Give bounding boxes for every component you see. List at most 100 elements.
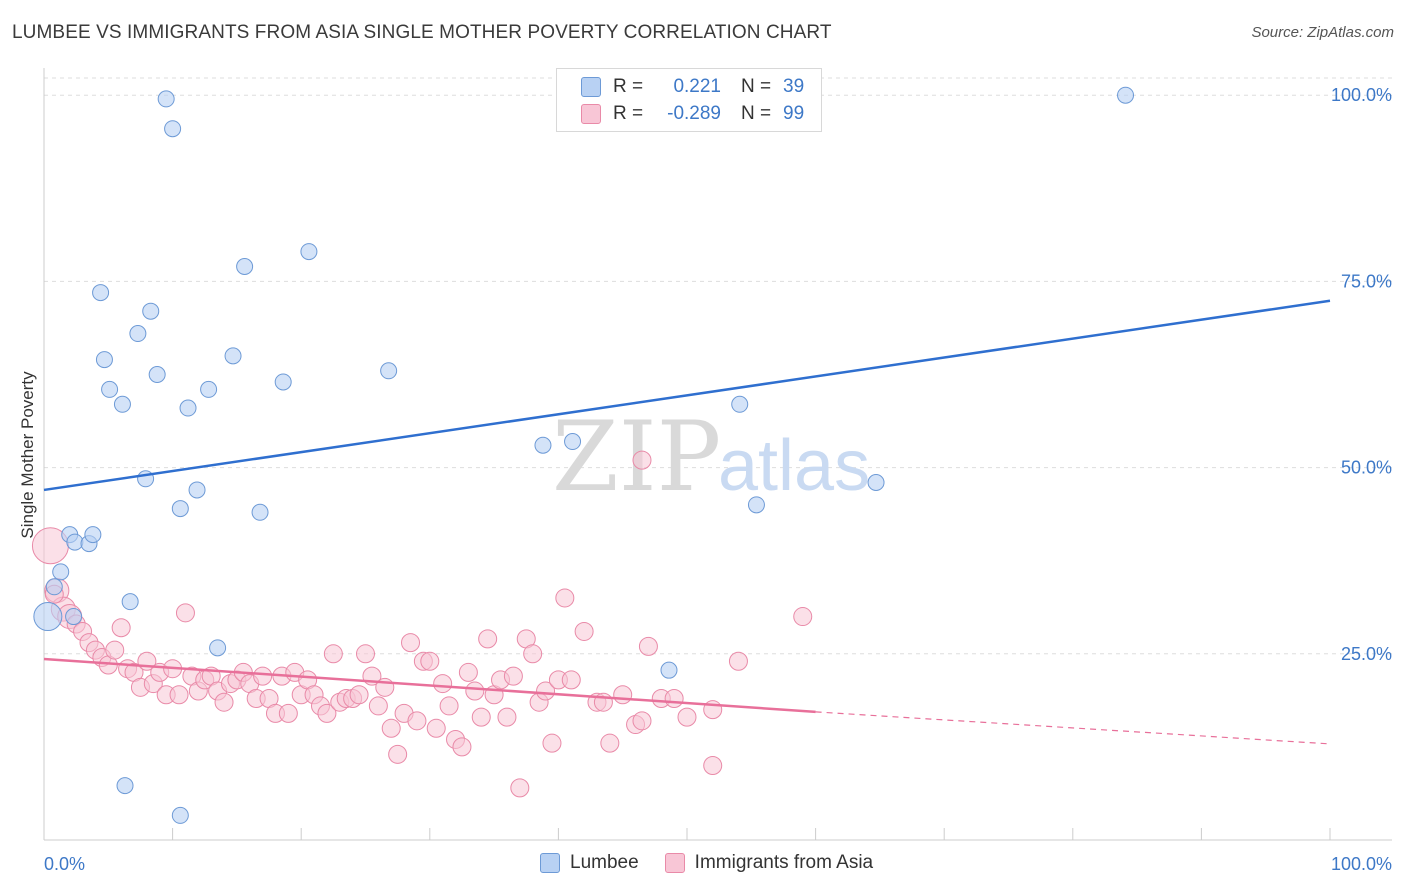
data-point-asia bbox=[214, 692, 234, 712]
data-point-asia bbox=[323, 644, 343, 664]
r-value: -0.289 bbox=[667, 103, 721, 124]
data-point-lumbee bbox=[867, 473, 885, 491]
axes bbox=[43, 68, 1392, 841]
data-point-asia bbox=[510, 778, 530, 798]
data-point-asia bbox=[401, 633, 421, 653]
x-tick-label: 0.0% bbox=[44, 854, 85, 874]
data-point-asia bbox=[278, 703, 298, 723]
data-point-asia bbox=[433, 674, 453, 694]
data-point-asia bbox=[536, 681, 556, 701]
data-point-asia bbox=[253, 666, 273, 686]
y-tick-label: 50.0% bbox=[1341, 458, 1392, 478]
data-point-asia bbox=[420, 651, 440, 671]
legend-item-lumbee[interactable]: Lumbee bbox=[540, 852, 639, 874]
data-point-asia bbox=[600, 733, 620, 753]
n-value: 39 bbox=[783, 76, 805, 97]
data-point-asia bbox=[478, 629, 498, 649]
data-point-asia bbox=[465, 681, 485, 701]
lumbee-swatch bbox=[540, 853, 560, 873]
data-point-asia bbox=[728, 651, 748, 671]
r-value: 0.221 bbox=[673, 76, 721, 97]
tick-labels: 25.0% 50.0% 75.0% 100.0% 0.0% 100.0% bbox=[44, 85, 1392, 874]
legend-item-asia[interactable]: Immigrants from Asia bbox=[664, 852, 874, 874]
data-point-lumbee bbox=[164, 120, 182, 138]
data-point-asia bbox=[703, 756, 723, 776]
data-point-asia bbox=[574, 621, 594, 641]
data-point-lumbee bbox=[171, 806, 189, 824]
y-tick-label: 100.0% bbox=[1331, 85, 1392, 105]
data-point-lumbee bbox=[236, 258, 254, 276]
n-label: N = bbox=[741, 76, 772, 97]
data-point-asia bbox=[407, 711, 427, 731]
asia-swatch bbox=[664, 853, 685, 873]
data-point-lumbee bbox=[564, 433, 582, 451]
data-point-asia bbox=[349, 685, 369, 705]
data-point-asia bbox=[388, 744, 408, 764]
data-point-asia bbox=[561, 670, 581, 690]
y-tick-label: 75.0% bbox=[1341, 271, 1392, 291]
data-point-asia bbox=[523, 644, 543, 664]
data-point-lumbee bbox=[148, 366, 166, 383]
data-point-lumbee bbox=[179, 399, 197, 417]
data-point-asia bbox=[381, 718, 401, 738]
r-label: R = bbox=[613, 103, 644, 124]
legend-row-lumbee: R = 0.221 N = 39 bbox=[581, 75, 804, 99]
data-point-asia bbox=[555, 588, 575, 608]
data-point-lumbee bbox=[45, 578, 63, 596]
series-lumbee bbox=[33, 86, 1135, 824]
data-point-lumbee bbox=[251, 503, 269, 521]
stats-legend: R = 0.221 N = 39 R = -0.289 N = 99 bbox=[556, 68, 822, 132]
data-point-asia bbox=[356, 644, 375, 664]
data-point-lumbee bbox=[33, 602, 63, 632]
lumbee-swatch bbox=[581, 77, 601, 97]
data-point-lumbee bbox=[121, 593, 139, 611]
data-point-asia bbox=[439, 696, 459, 716]
data-point-asia bbox=[175, 603, 195, 623]
data-point-asia bbox=[497, 707, 517, 727]
data-point-lumbee bbox=[300, 243, 318, 261]
trend-line-asia bbox=[43, 657, 816, 714]
data-point-lumbee bbox=[113, 395, 131, 413]
data-point-asia bbox=[613, 685, 633, 705]
n-label: N = bbox=[741, 103, 772, 124]
data-point-lumbee bbox=[101, 380, 119, 398]
data-point-lumbee bbox=[92, 284, 110, 302]
watermark: ZIP atlas bbox=[552, 401, 870, 513]
trend-line-lumbee bbox=[43, 299, 1331, 492]
legend-row-asia: R = -0.289 N = 99 bbox=[581, 102, 804, 126]
watermark-atlas: atlas bbox=[718, 426, 870, 506]
chart-title: LUMBEE VS IMMIGRANTS FROM ASIA SINGLE MO… bbox=[12, 22, 832, 43]
legend-label-asia: Immigrants from Asia bbox=[694, 852, 874, 873]
data-point-asia bbox=[793, 607, 813, 627]
data-point-lumbee bbox=[84, 526, 102, 544]
data-point-lumbee bbox=[171, 500, 189, 518]
data-point-asia bbox=[368, 696, 388, 716]
x-tick-label: 100.0% bbox=[1331, 854, 1392, 874]
series-legend: Lumbee Immigrants from Asia bbox=[540, 852, 899, 874]
data-point-asia bbox=[111, 618, 131, 638]
data-point-asia bbox=[458, 662, 478, 682]
data-point-asia bbox=[426, 718, 446, 738]
data-point-asia bbox=[169, 685, 189, 705]
data-point-asia bbox=[632, 711, 652, 731]
data-point-lumbee bbox=[142, 302, 160, 320]
data-point-lumbee bbox=[1117, 86, 1135, 104]
trend-line-asia-extension bbox=[815, 711, 1331, 745]
data-point-asia bbox=[452, 737, 472, 757]
data-point-asia bbox=[632, 450, 652, 470]
data-point-lumbee bbox=[65, 608, 83, 626]
trend-lines bbox=[43, 299, 1331, 745]
r-label: R = bbox=[613, 76, 644, 97]
data-point-lumbee bbox=[116, 777, 134, 795]
data-point-asia bbox=[105, 640, 125, 660]
source-label: Source: ZipAtlas.com bbox=[1251, 24, 1394, 41]
data-point-asia bbox=[317, 703, 337, 723]
asia-swatch bbox=[581, 104, 601, 124]
series-immigrants-from-asia bbox=[31, 450, 813, 798]
data-point-lumbee bbox=[731, 395, 749, 413]
n-value: 99 bbox=[783, 103, 805, 124]
data-point-asia bbox=[503, 666, 523, 686]
data-point-asia bbox=[638, 636, 658, 656]
data-point-lumbee bbox=[224, 347, 242, 365]
grid-lines bbox=[44, 77, 1392, 655]
